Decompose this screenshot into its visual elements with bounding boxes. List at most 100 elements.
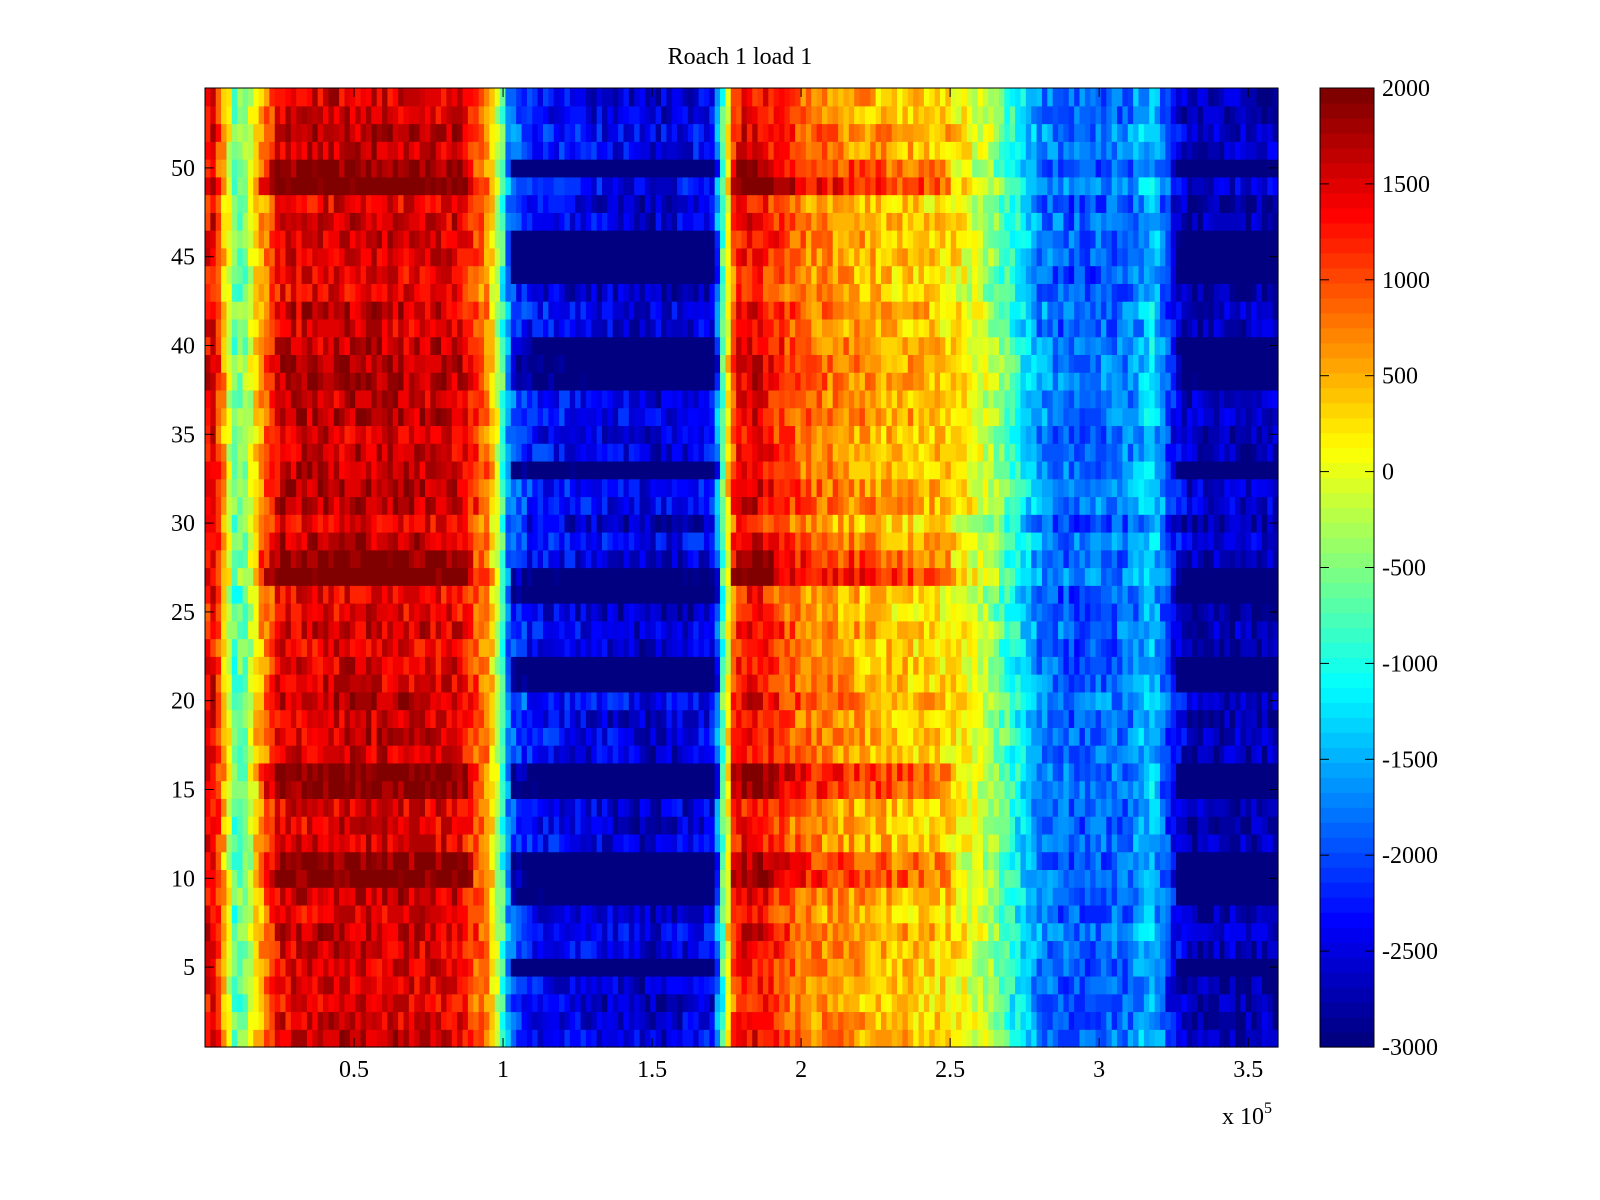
heatmap-cell [258,1029,265,1048]
heatmap-cell [1025,656,1032,675]
heatmap-cell [1031,638,1038,657]
heatmap-cell [205,762,211,782]
heatmap-cell [1100,727,1107,746]
heatmap-cell [569,851,576,871]
heatmap-cell [768,1011,775,1030]
heatmap-cell [403,904,410,924]
heatmap-cell [585,922,592,942]
heatmap-cell [811,816,818,835]
heatmap-cell [419,745,426,764]
heatmap-cell [317,620,324,640]
heatmap-cell [880,620,887,640]
heatmap-cell [639,887,646,906]
heatmap-cell [1218,851,1225,871]
heatmap-cell [779,887,786,906]
heatmap-cell [1068,922,1075,942]
heatmap-cell [1063,958,1070,977]
heatmap-cell [725,798,732,817]
heatmap-cell [226,940,233,959]
heatmap-cell [1095,975,1102,995]
heatmap-cell [585,638,592,657]
heatmap-cell [526,833,533,853]
heatmap-cell [1197,833,1204,853]
heatmap-cell [1170,762,1177,782]
heatmap-cell [1100,638,1107,657]
heatmap-cell [521,727,528,746]
heatmap-cell [323,1011,329,1030]
heatmap-cell [618,958,625,977]
heatmap-cell [205,975,211,995]
heatmap-cell [811,993,818,1013]
heatmap-cell [682,904,689,924]
heatmap-cell [827,975,834,995]
heatmap-cell [1133,656,1140,675]
heatmap-cell [1052,816,1059,835]
heatmap-cell [907,1029,914,1048]
heatmap-cell [1240,887,1247,906]
heatmap-cell [1068,1011,1075,1030]
heatmap-cell [473,1011,480,1030]
heatmap-cell [392,816,399,835]
heatmap-cell [703,816,710,835]
heatmap-cell [1245,780,1252,799]
heatmap-cell [296,975,303,995]
heatmap-cell [1106,993,1113,1013]
heatmap-cell [274,887,281,906]
heatmap-cell [703,745,710,764]
heatmap-cell [1047,922,1054,942]
heatmap-cell [1015,780,1022,799]
heatmap-cell [441,851,448,871]
heatmap-cell [553,638,560,657]
heatmap-cell [886,1029,893,1048]
heatmap-cell [500,656,507,675]
heatmap-cell [1015,1011,1022,1030]
heatmap-cell [607,940,614,959]
heatmap-cell [1176,1029,1183,1048]
heatmap-cell [870,762,877,782]
heatmap-cell [634,869,641,888]
heatmap-cell [1197,656,1204,675]
heatmap-cell [811,851,818,871]
heatmap-cell [1106,958,1113,977]
heatmap-cell [290,745,297,764]
heatmap-cell [623,656,630,675]
heatmap-cell [703,780,710,799]
heatmap-cell [698,727,705,746]
heatmap-cell [897,940,904,959]
heatmap-cell [1100,1029,1107,1048]
heatmap-cell [382,940,389,959]
heatmap-cell [505,1011,512,1030]
heatmap-cell [923,1029,930,1048]
heatmap-cell [843,762,850,782]
heatmap-cell [864,869,871,888]
heatmap-cell [762,709,769,728]
heatmap-cell [827,851,834,871]
heatmap-cell [1181,1011,1188,1030]
heatmap-cell [462,869,469,888]
heatmap-cell [736,798,743,817]
heatmap-cell [237,869,244,888]
heatmap-cell [950,887,957,906]
heatmap-cell [703,798,710,817]
heatmap-cell [553,869,560,888]
heatmap-cell [677,833,684,853]
heatmap-cell [457,762,464,782]
heatmap-cell [730,922,737,942]
heatmap-cell [945,691,952,711]
heatmap-cell [644,1011,651,1030]
heatmap-cell [591,745,598,764]
heatmap-cell [226,993,233,1013]
heatmap-cell [880,638,887,657]
heatmap-cell [779,975,786,995]
heatmap-cell [505,727,512,746]
heatmap-cell [661,904,667,924]
heatmap-cell [210,993,217,1013]
heatmap-cell [891,691,898,711]
heatmap-cell [553,745,560,764]
heatmap-cell [414,674,421,693]
heatmap-cell [720,709,726,728]
heatmap-cell [1186,958,1193,977]
heatmap-cell [339,816,346,835]
heatmap-cell [1090,762,1097,782]
heatmap-cell [870,603,877,622]
